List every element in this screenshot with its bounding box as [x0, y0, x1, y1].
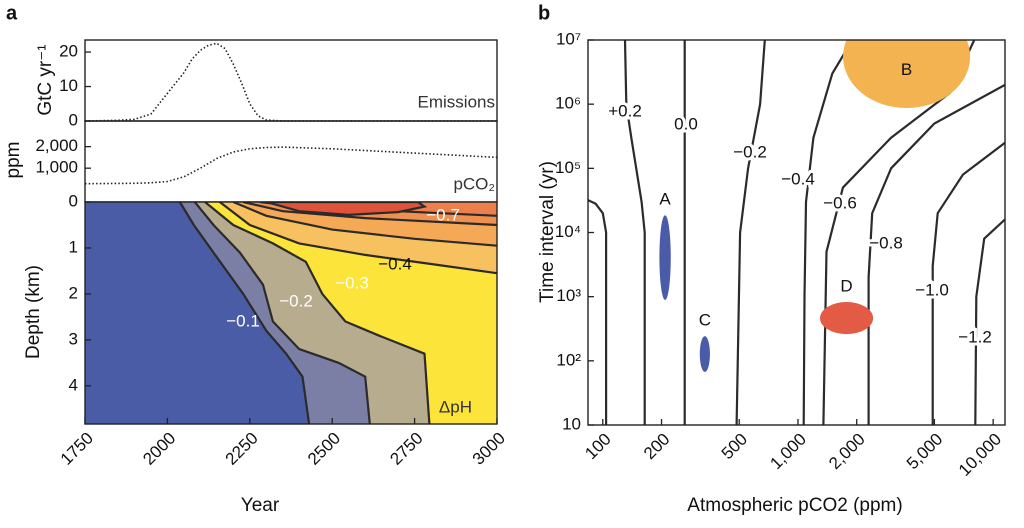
y-tick-label: 3	[69, 329, 78, 348]
contour-label: +0.2	[608, 101, 642, 120]
plot-frame	[84, 120, 498, 203]
contour-line	[242, 202, 497, 227]
contour-label: −0.4	[781, 169, 815, 188]
x-tick-label: 2500	[304, 429, 344, 469]
y-axis-label: Depth (km)	[23, 265, 44, 359]
x-tick-label: 200	[640, 430, 673, 463]
y-tick-label: 10⁷	[556, 29, 581, 48]
x-tick-label: 1,000	[766, 430, 810, 474]
contour-line	[219, 202, 497, 275]
contour-label: −0.7	[426, 205, 460, 224]
contour-line	[802, 40, 854, 425]
x-tick-label: 1750	[57, 429, 97, 469]
contour-line	[931, 141, 1005, 425]
y-tick-label: 10³	[556, 286, 581, 305]
region-label: A	[659, 190, 671, 209]
y-axis-label: ppm	[3, 142, 24, 179]
y-tick-label: 1,000	[35, 158, 78, 177]
y-tick-label: 4	[69, 375, 78, 394]
panel-label: a	[6, 2, 18, 24]
contour-label: −0.4	[378, 254, 412, 273]
annotation: pCO₂	[453, 174, 495, 193]
x-axis-label: Atmospheric pCO2 (ppm)	[687, 495, 902, 516]
contour-line	[178, 202, 311, 424]
y-tick-label: 2,000	[35, 136, 78, 155]
panel-label: b	[538, 2, 550, 24]
annotation: Emissions	[418, 92, 495, 111]
contour-line	[193, 202, 371, 424]
line	[84, 42, 497, 122]
y-axis-label: Time interval (yr)	[537, 161, 558, 303]
contour-label: −0.3	[335, 273, 369, 292]
annotation: ΔpH	[439, 397, 472, 416]
y-tick-label: 1	[69, 237, 78, 256]
y-tick-label: 10⁵	[555, 158, 581, 177]
contour-label: −0.1	[226, 311, 260, 330]
x-tick-label: 500	[718, 430, 751, 463]
plot-frame	[84, 201, 498, 425]
x-tick-label: 100	[581, 430, 614, 463]
contour-line	[266, 202, 428, 217]
x-tick-label: 10,000	[955, 430, 1005, 480]
contour-label: −1.0	[915, 280, 949, 299]
contour-line	[974, 218, 1005, 425]
y-axis-label: GtC yr⁻¹	[35, 44, 56, 115]
region	[659, 215, 671, 300]
contour-label: −0.2	[733, 142, 767, 161]
y-tick-label: 10	[59, 76, 78, 95]
y-tick-label: 10²	[556, 350, 581, 369]
contour-line	[232, 202, 497, 247]
contour-label: −0.6	[823, 193, 857, 212]
x-tick-label: 5,000	[903, 430, 947, 474]
region	[699, 336, 710, 372]
contour-line	[588, 199, 608, 425]
x-tick-label: 2,000	[825, 430, 869, 474]
y-tick-label: 2	[69, 283, 78, 302]
contour-line	[204, 202, 431, 424]
x-tick-label: 3000	[469, 429, 509, 469]
contour-label: −0.8	[869, 233, 903, 252]
y-tick-label: 0	[69, 110, 78, 129]
x-tick-label: 2750	[386, 429, 426, 469]
contour-line	[623, 40, 646, 425]
y-tick-label: 0	[69, 191, 78, 210]
region	[843, 40, 971, 109]
line	[84, 146, 498, 185]
x-tick-label: 2000	[139, 429, 179, 469]
contour-label: −1.2	[958, 327, 992, 346]
contour-line	[735, 40, 766, 425]
y-tick-label: 10	[562, 414, 581, 433]
region-label: B	[901, 60, 912, 79]
y-tick-label: 10⁶	[555, 94, 581, 113]
region	[820, 302, 874, 335]
x-axis-label: Year	[241, 495, 280, 516]
contour-line	[867, 83, 1005, 425]
contour-label: 0.0	[674, 114, 698, 133]
x-tick-label: 2250	[222, 429, 262, 469]
region-label: D	[840, 277, 852, 296]
y-tick-label: 20	[59, 42, 78, 61]
y-tick-label: 10⁴	[555, 222, 581, 241]
contour-label: −0.2	[279, 291, 313, 310]
region-label: C	[699, 311, 711, 330]
